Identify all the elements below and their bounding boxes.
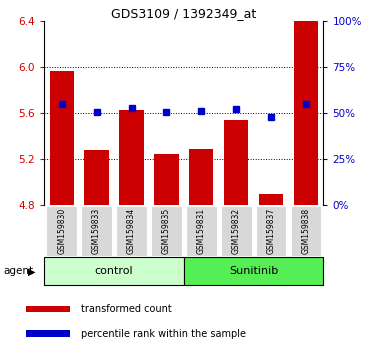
Text: ▶: ▶: [28, 267, 35, 276]
Text: GSM159833: GSM159833: [92, 208, 101, 254]
Bar: [189, 149, 214, 205]
Text: GSM159835: GSM159835: [162, 208, 171, 254]
Bar: [259, 194, 283, 205]
Title: GDS3109 / 1392349_at: GDS3109 / 1392349_at: [111, 7, 256, 20]
FancyBboxPatch shape: [291, 206, 321, 256]
FancyBboxPatch shape: [46, 206, 77, 256]
Text: GSM159830: GSM159830: [57, 208, 66, 254]
Bar: [44, 257, 184, 285]
FancyBboxPatch shape: [81, 206, 112, 256]
Text: percentile rank within the sample: percentile rank within the sample: [81, 329, 246, 339]
Bar: [26, 331, 70, 337]
Text: control: control: [95, 266, 133, 276]
Text: agent: agent: [4, 266, 34, 276]
FancyBboxPatch shape: [256, 206, 286, 256]
Bar: [224, 120, 248, 205]
Text: GSM159832: GSM159832: [232, 208, 241, 254]
Text: GSM159831: GSM159831: [197, 208, 206, 254]
Text: Sunitinib: Sunitinib: [229, 266, 278, 276]
Bar: [154, 154, 179, 205]
Bar: [50, 71, 74, 205]
Bar: [119, 110, 144, 205]
Bar: [84, 150, 109, 205]
FancyBboxPatch shape: [221, 206, 251, 256]
Text: GSM159838: GSM159838: [301, 208, 310, 254]
Bar: [294, 0, 318, 205]
Bar: [26, 306, 70, 312]
Bar: [184, 257, 323, 285]
Text: GSM159834: GSM159834: [127, 208, 136, 254]
FancyBboxPatch shape: [151, 206, 182, 256]
FancyBboxPatch shape: [116, 206, 147, 256]
Text: GSM159837: GSM159837: [266, 208, 276, 254]
FancyBboxPatch shape: [186, 206, 217, 256]
Text: transformed count: transformed count: [81, 304, 172, 314]
